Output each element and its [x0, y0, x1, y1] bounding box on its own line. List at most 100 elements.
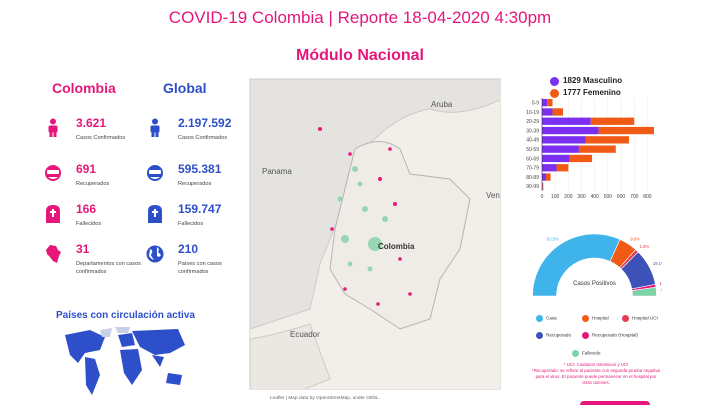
global-heading: Global [163, 80, 207, 96]
female-legend-swatch [550, 89, 559, 98]
stat-label: Departamentos con casos confirmados [76, 261, 141, 275]
person-icon [48, 118, 58, 137]
bar-female [547, 99, 553, 107]
pie-data-label: 1.8% [640, 244, 650, 249]
bar-male [542, 173, 546, 181]
bar-female [578, 145, 616, 153]
legend-swatch [582, 332, 589, 339]
legend-swatch [622, 315, 629, 322]
module-title: Módulo Nacional [296, 47, 424, 64]
y-tick-label: 50-59 [526, 147, 539, 153]
pink-action-button[interactable] [580, 401, 650, 405]
bar-male [542, 117, 591, 125]
y-tick-label: 0-9 [532, 101, 539, 107]
stat-value: 166 [76, 202, 97, 216]
x-tick-label: 200 [564, 194, 573, 200]
pie-data-label: 1.5% [660, 281, 662, 286]
legend-swatch [536, 315, 543, 322]
stat-value: 595.381 [178, 162, 222, 176]
pie-legend-item[interactable]: Fallecido [572, 350, 600, 357]
global-deceased-stat: 159.747 Fallecidos [146, 202, 246, 238]
pie-legend-item[interactable]: Hospital [582, 315, 609, 322]
colombia-deceased-stat: 166 Fallecidos [44, 202, 144, 238]
stat-label: Fallecidos [178, 221, 204, 227]
tombstone-icon [148, 205, 162, 223]
x-tick-label: 500 [604, 194, 613, 200]
bar-male [542, 136, 586, 144]
pie-title: Casos Positivos [573, 281, 616, 287]
bar-male [542, 182, 543, 190]
map-attribution[interactable]: Leaflet | Map data by OpenStreetMap, und… [270, 396, 381, 401]
stat-value: 3.621 [76, 116, 107, 130]
pie-data-label: 4.5% [660, 287, 662, 292]
male-legend-swatch [550, 77, 559, 86]
bar-female [585, 136, 629, 144]
note-uci: * UCI: Cuidados Intensivos y UCI [563, 362, 629, 367]
y-tick-label: 60-69 [526, 156, 539, 162]
x-tick-label: 100 [551, 194, 560, 200]
notes: * UCI: Cuidados Intensivos y UCI *Recupe… [532, 362, 660, 386]
y-tick-label: 30-39 [526, 128, 539, 134]
colombia-heading: Colombia [52, 80, 116, 96]
bar-male [542, 154, 570, 163]
bar-female [542, 182, 544, 190]
legend-label: Fallecido [582, 350, 601, 356]
y-tick-label: 90-99 [526, 184, 539, 190]
y-tick-label: 40-49 [526, 138, 539, 144]
map-label-ecuador: Ecuador [290, 330, 320, 339]
world-map[interactable] [60, 325, 190, 405]
pie-slice-fallecido [631, 286, 657, 297]
bar-female [552, 108, 564, 116]
y-tick-label: 10-19 [526, 110, 539, 116]
colombia-departments-stat: 31 Departamentos con casos confirmados [44, 242, 144, 278]
pie-legend-item[interactable]: Recuperado [536, 332, 571, 339]
y-tick-label: 20-29 [526, 119, 539, 125]
pie-legend-item[interactable]: Hospital UCI [622, 315, 658, 322]
age-sex-bar-chart: 0 100 200 300 400 500 600 700 800 0-9 10-19 20-29 30… [526, 98, 654, 200]
legend-swatch [582, 315, 589, 322]
stat-label: Fallecidos [76, 221, 102, 227]
map-canvas[interactable] [250, 79, 501, 390]
map-label-panama: Panama [262, 167, 292, 176]
note-recovered: *Recuperado: se refiere al paciente con … [532, 368, 660, 385]
bar-female [598, 126, 654, 135]
colombia-confirmed-stat: 3.621 Casos Confirmados [44, 116, 144, 152]
legend-label: Hospital UCI [632, 315, 658, 321]
stat-label: Países con casos confirmados [178, 261, 222, 275]
global-countries-stat: 210 Países con casos confirmados [146, 242, 246, 278]
stat-value: 210 [178, 242, 199, 256]
stat-value: 159.747 [178, 202, 222, 216]
colombia-map-icon [46, 245, 61, 263]
positive-cases-gauge-chart: 63.5% 9.6%1.8% 19.1% 1.5%4.5% Casos Positivo… [532, 233, 662, 297]
y-tick-label: 70-79 [526, 166, 539, 172]
recovered-face-icon [147, 165, 163, 181]
male-legend-label: 1829 Masculino [563, 76, 623, 85]
x-tick-label: 0 [541, 194, 544, 200]
bar-male [542, 99, 548, 107]
x-tick-label: 700 [630, 194, 639, 200]
bar-female [569, 154, 593, 163]
stat-value: 31 [76, 242, 90, 256]
pie-data-label: 9.6% [630, 237, 640, 242]
world-map-title: Países con circulación activa [56, 310, 195, 321]
pie-data-label: 63.5% [547, 237, 559, 242]
colombia-recovered-stat: 691 Recuperados [44, 162, 144, 198]
global-confirmed-stat: 2.197.592 Casos Confirmados [146, 116, 246, 152]
bar-male [542, 108, 553, 116]
pie-legend-item[interactable]: Recuperado (Hospital) [582, 332, 638, 339]
pie-legend-item[interactable]: Casa [536, 315, 557, 322]
colombia-map[interactable]: Aruba Panama Colombia Ecuador Ven [249, 78, 501, 390]
person-icon [150, 118, 160, 137]
stat-value: 2.197.592 [178, 116, 232, 130]
map-label-colombia: Colombia [378, 242, 415, 251]
female-legend-label: 1777 Femenino [563, 88, 621, 97]
stat-label: Recuperados [76, 181, 110, 187]
tombstone-icon [46, 205, 60, 223]
legend-swatch [572, 350, 579, 357]
stat-value: 691 [76, 162, 97, 176]
stat-label: Casos Confirmados [178, 135, 228, 141]
map-label-venezuela: Ven [486, 191, 500, 200]
x-tick-label: 300 [577, 194, 586, 200]
x-tick-label: 800 [643, 194, 652, 200]
bar-female [545, 173, 551, 181]
